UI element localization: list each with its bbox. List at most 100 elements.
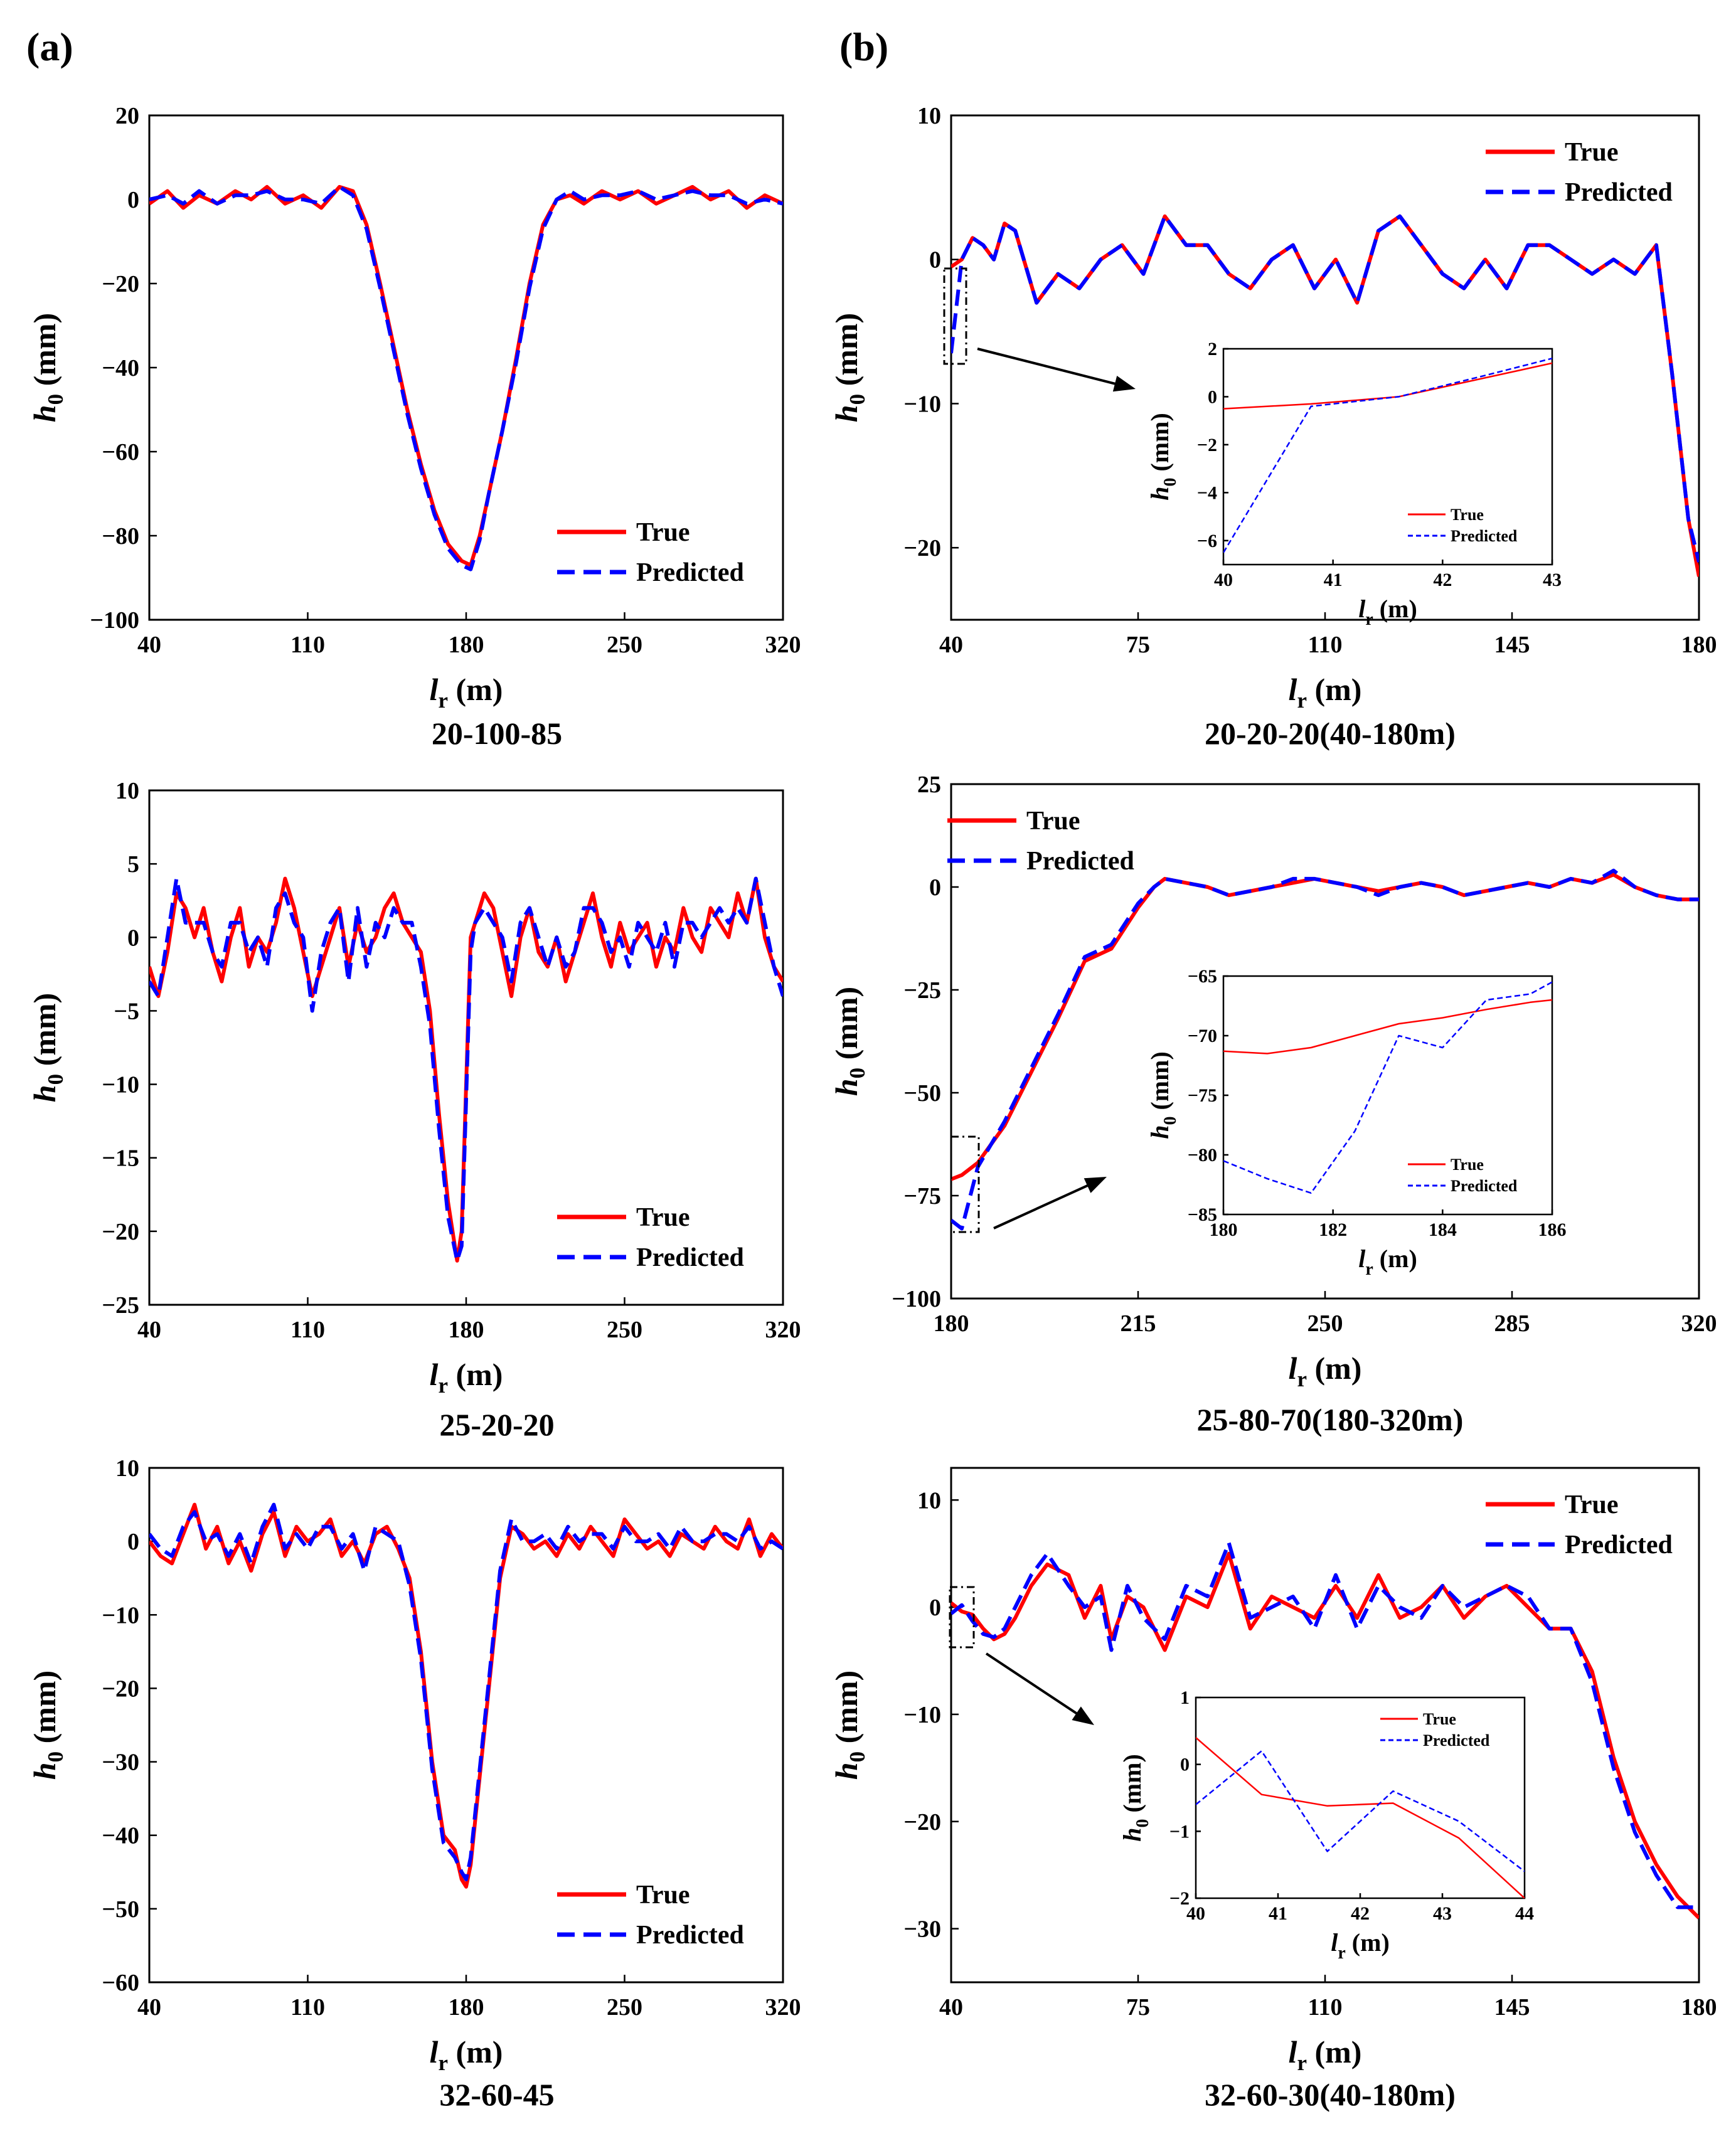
chart-a3: 40 110 180 250 320 10 0 −10 −20 −30 −40 −50 −60 lr (m… <box>27 1455 801 2112</box>
zoom-arrow-head <box>1084 1177 1107 1193</box>
legend-label-predicted: Predicted <box>636 558 744 587</box>
inset-x-tick-label: 41 <box>1269 1903 1287 1924</box>
chart-a2: 40 110 180 250 320 10 5 0 −5 −10 −15 −20 −25 lr (m) h0… <box>27 778 801 1442</box>
inset-series-line-predicted <box>1196 1750 1525 1872</box>
inset-y-tick-label: 0 <box>1208 386 1217 407</box>
inset-y-tick-label: −1 <box>1169 1821 1190 1842</box>
legend-label-predicted: Predicted <box>1451 527 1518 545</box>
inset-x-axis-label: lr (m) <box>1331 1928 1390 1963</box>
inset-y-tick-label: −65 <box>1188 966 1217 987</box>
inset-series-line-predicted <box>1223 981 1552 1194</box>
zoom-arrow-head <box>1112 376 1136 392</box>
y-tick-label: 20 <box>115 103 139 129</box>
x-tick-label: 110 <box>290 1994 325 2021</box>
x-tick-label: 180 <box>1681 1994 1717 2021</box>
legend-label-true: True <box>636 1881 690 1910</box>
x-tick-label: 320 <box>1681 1310 1717 1337</box>
y-tick-label: −10 <box>102 1072 139 1098</box>
x-tick-label: 180 <box>449 1317 484 1343</box>
chart-a1: 40 110 180 250 320 20 0 −20 −40 −60 −80 −100 lr (m) h… <box>27 103 801 751</box>
x-tick-label: 40 <box>137 1994 161 2021</box>
y-tick-label: −100 <box>90 607 139 634</box>
legend-label-true: True <box>636 518 690 547</box>
chart-caption: 32-60-45 <box>439 2077 554 2112</box>
legend-label-predicted: Predicted <box>1026 847 1134 876</box>
y-tick-label: 0 <box>929 1595 941 1621</box>
x-tick-label: 320 <box>765 1994 801 2021</box>
inset-y-tick-label: 2 <box>1208 339 1217 359</box>
x-axis-label: lr (m) <box>430 2034 503 2075</box>
inset-y-axis-label: h0 (mm) <box>1146 1051 1180 1139</box>
x-tick-label: 180 <box>934 1310 969 1337</box>
zoom-region-box <box>950 1135 980 1233</box>
legend-label-true: True <box>1026 807 1080 836</box>
y-tick-label: −30 <box>903 1916 941 1943</box>
x-tick-label: 110 <box>1308 1994 1343 2021</box>
inset-x-tick-label: 41 <box>1324 570 1343 590</box>
inset-x-tick-label: 182 <box>1319 1219 1347 1240</box>
legend-label-predicted: Predicted <box>1565 178 1673 207</box>
y-tick-label: −25 <box>903 977 941 1004</box>
inset-chart-b2: 180 182 184 186 −65 −70 −75 −80 −85 lr (m) h0 (mm)… <box>1146 966 1567 1279</box>
inset-y-tick-label: 1 <box>1180 1687 1190 1708</box>
y-tick-label: −100 <box>892 1286 941 1312</box>
panel-label-a: (a) <box>26 24 73 69</box>
inset-y-tick-label: −80 <box>1188 1145 1217 1166</box>
y-tick-label: 0 <box>929 247 941 274</box>
x-tick-label: 40 <box>137 632 161 658</box>
inset-x-tick-label: 186 <box>1538 1219 1567 1240</box>
series-line-predicted <box>951 1541 1699 1910</box>
y-tick-label: 10 <box>115 778 139 804</box>
x-tick-label: 145 <box>1494 1994 1530 2021</box>
y-axis-label: h0 (mm) <box>829 987 870 1096</box>
x-tick-label: 40 <box>137 1317 161 1343</box>
chart-caption: 32-60-30(40-180m) <box>1205 2077 1456 2112</box>
series-line-predicted <box>149 876 783 1263</box>
inset-x-tick-label: 180 <box>1210 1219 1238 1240</box>
x-tick-label: 75 <box>1126 632 1150 658</box>
inset-x-axis-label: lr (m) <box>1358 595 1417 629</box>
inset-plot-frame <box>1222 975 1553 1216</box>
y-tick-label: −30 <box>102 1750 139 1776</box>
inset-y-tick-label: −85 <box>1188 1204 1217 1225</box>
y-tick-label: −20 <box>102 1676 139 1702</box>
chart-caption: 20-20-20(40-180m) <box>1205 716 1456 751</box>
series-line-predicted <box>149 184 783 571</box>
y-tick-label: −20 <box>903 535 941 561</box>
y-tick-label: −80 <box>102 523 139 550</box>
inset-x-tick-label: 44 <box>1515 1903 1534 1924</box>
x-tick-label: 215 <box>1121 1310 1156 1337</box>
y-tick-label: −10 <box>903 391 941 417</box>
inset-y-tick-label: 0 <box>1180 1755 1190 1775</box>
legend-label-predicted: Predicted <box>1565 1531 1673 1559</box>
inset-y-tick-label: −75 <box>1188 1085 1217 1106</box>
legend-label-true: True <box>1451 506 1484 524</box>
series-line-true <box>149 184 783 567</box>
legend-label-predicted: Predicted <box>1423 1731 1490 1750</box>
x-axis-label: lr (m) <box>430 1357 503 1398</box>
zoom-region-box <box>943 267 967 365</box>
legend-label-true: True <box>636 1203 690 1232</box>
legend-label-true: True <box>1423 1710 1456 1728</box>
series-line-predicted <box>951 214 1699 563</box>
inset-x-axis-label: lr (m) <box>1358 1245 1417 1279</box>
y-tick-label: 5 <box>127 851 139 878</box>
legend-label-true: True <box>1565 1490 1619 1519</box>
legend-label-true: True <box>1565 138 1619 167</box>
y-tick-label: 10 <box>917 1487 941 1514</box>
inset-plot-frame <box>1222 348 1553 566</box>
x-axis-label: lr (m) <box>1289 1351 1362 1391</box>
x-axis-label: lr (m) <box>1289 672 1362 713</box>
y-axis-label: h0 (mm) <box>829 313 870 422</box>
y-tick-label: −60 <box>102 439 139 465</box>
y-tick-label: −10 <box>102 1602 139 1628</box>
x-axis-label: lr (m) <box>1289 2034 1362 2075</box>
y-tick-label: −50 <box>903 1080 941 1107</box>
inset-plot-frame <box>1195 1696 1526 1899</box>
inset-x-tick-label: 42 <box>1433 570 1452 590</box>
y-tick-label: 0 <box>127 925 139 951</box>
